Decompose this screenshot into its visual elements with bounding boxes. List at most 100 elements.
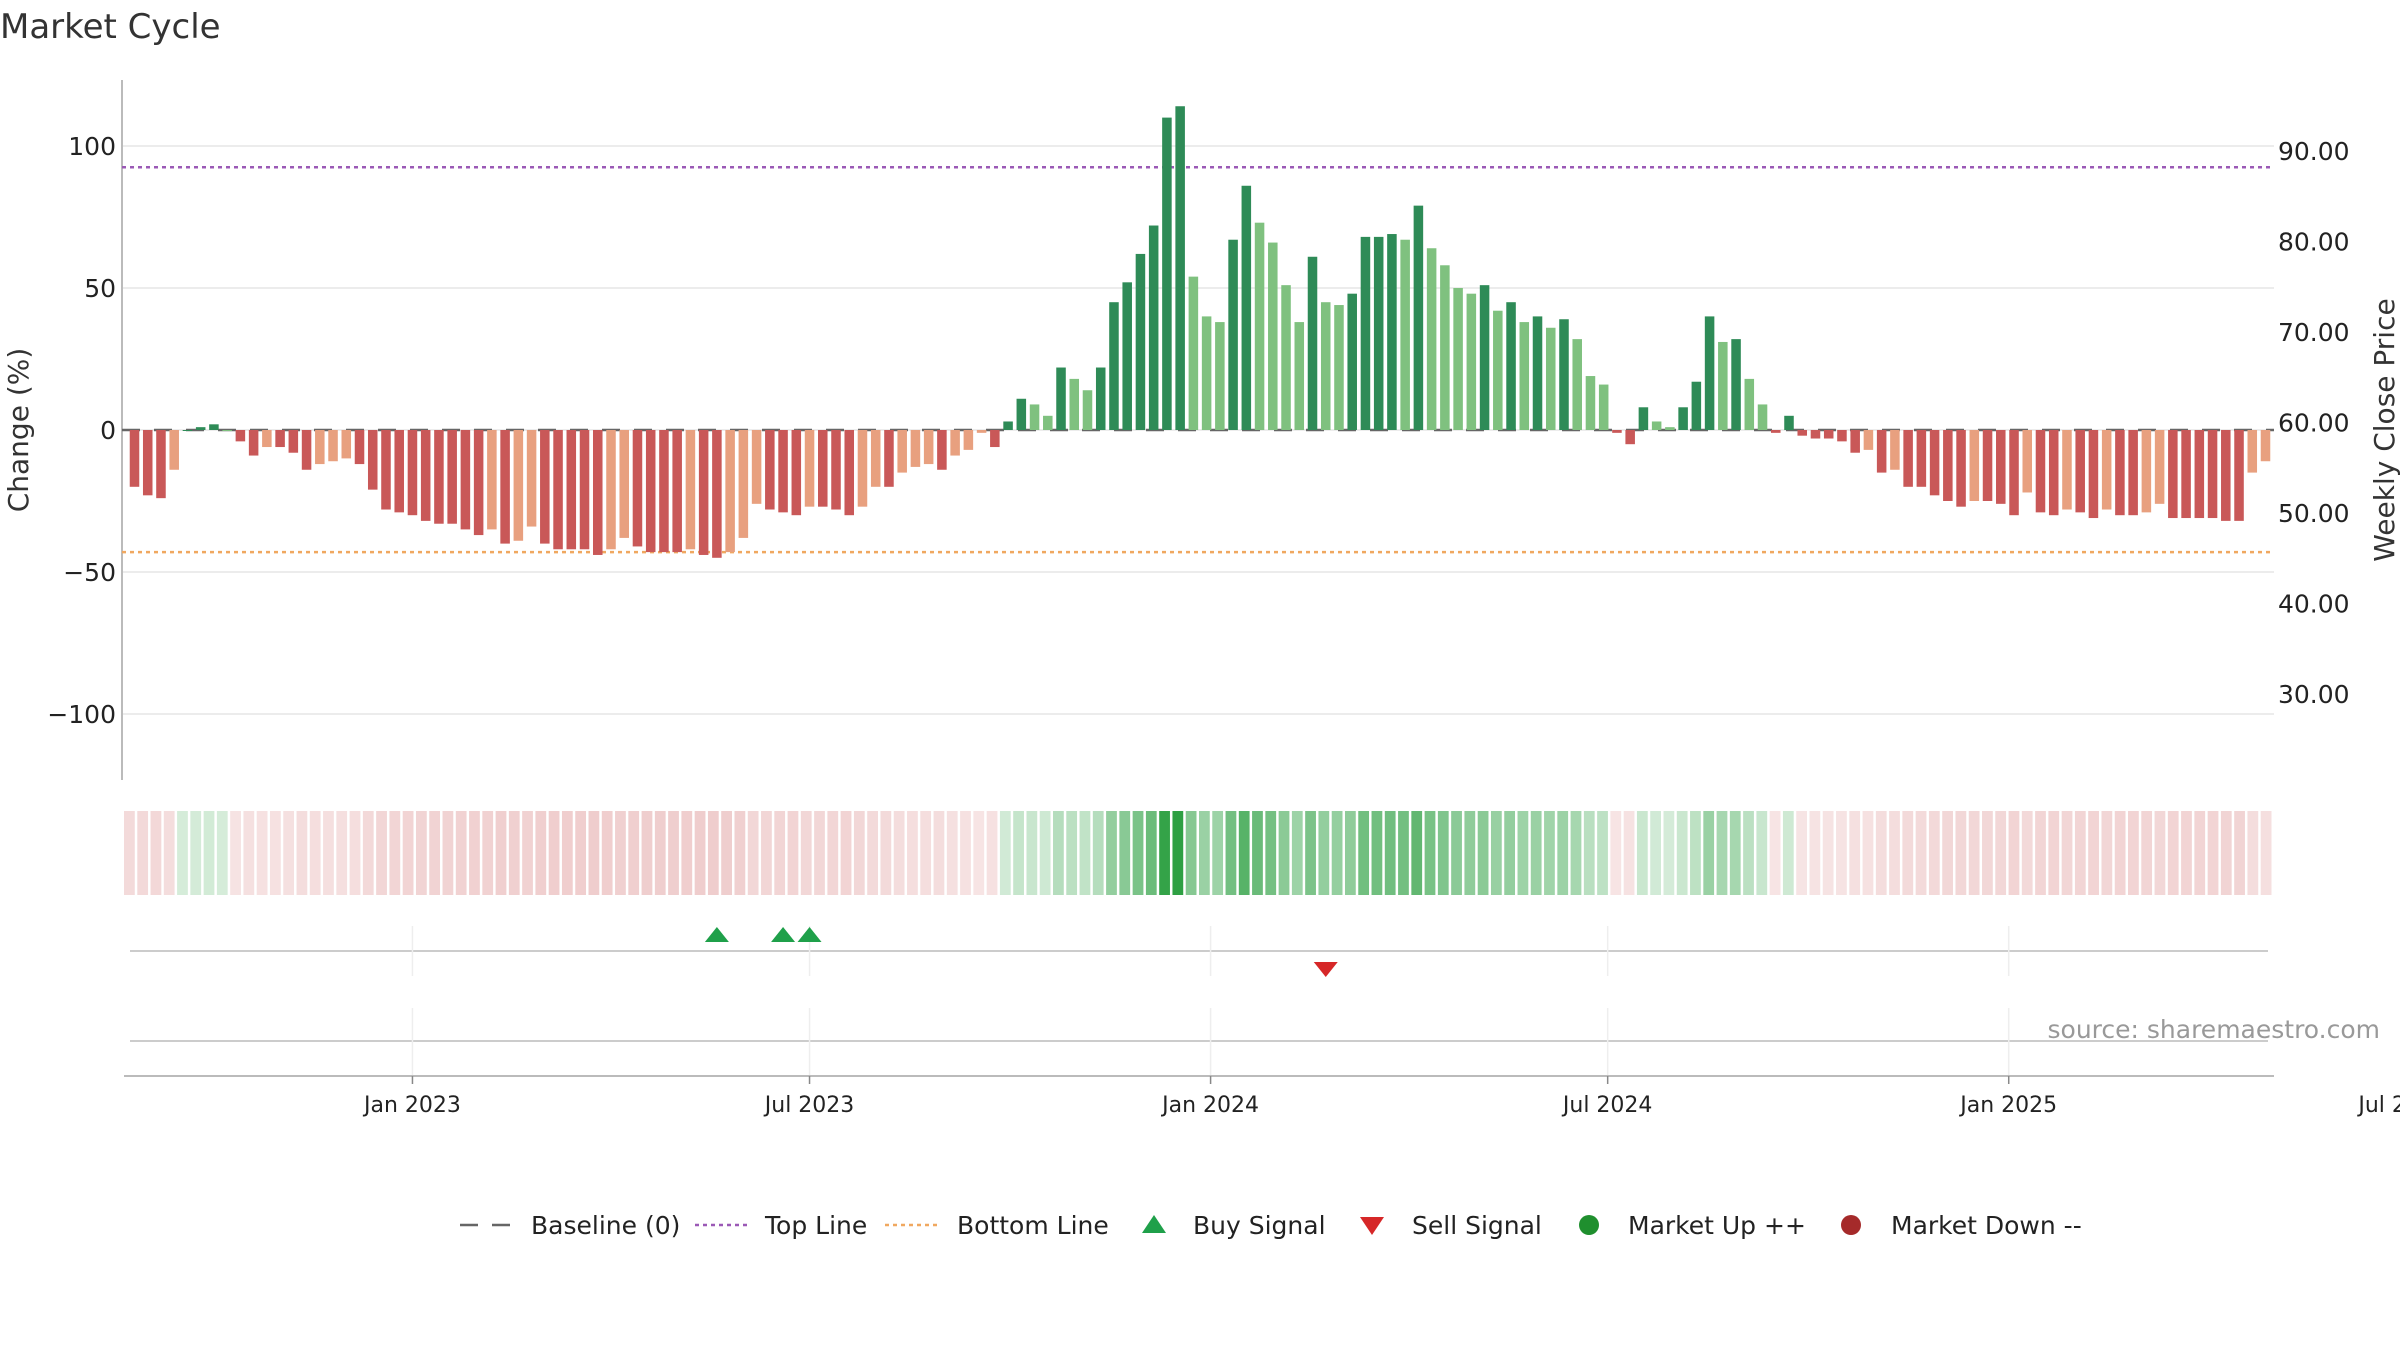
bar: [1704, 316, 1715, 430]
bar: [2088, 430, 2099, 519]
bar: [1228, 239, 1238, 430]
bar: [2048, 430, 2059, 516]
bar: [950, 430, 960, 456]
legend-label: Top Line: [764, 1211, 867, 1240]
heatmap-cell: [1053, 811, 1064, 895]
bar: [315, 430, 325, 465]
bar: [1029, 404, 1040, 430]
bar: [222, 430, 232, 431]
heatmap-cell: [1318, 811, 1330, 895]
heatmap-cell: [522, 811, 533, 895]
bar: [672, 430, 682, 553]
bar: [1387, 234, 1397, 430]
bar: [1545, 327, 1556, 430]
bar: [1056, 367, 1066, 430]
bar: [1281, 285, 1291, 430]
bar: [751, 430, 762, 504]
bar: [844, 430, 855, 516]
heatmap-cell: [1928, 811, 1940, 895]
bar: [1400, 239, 1410, 430]
bar: [367, 430, 378, 490]
bar: [1095, 367, 1106, 430]
bar: [540, 430, 550, 544]
heatmap-cell: [402, 811, 414, 895]
buy-signal-marker: [797, 927, 822, 942]
bar: [1797, 430, 1808, 436]
heatmap-cell: [1875, 811, 1887, 895]
bar: [1320, 302, 1331, 430]
heatmap-cell: [1291, 811, 1303, 895]
buy-signal-marker: [771, 927, 796, 942]
bar: [1625, 430, 1635, 445]
bar: [182, 430, 193, 431]
heatmap-cell: [668, 811, 679, 895]
heatmap-cell: [2247, 811, 2259, 895]
bar: [513, 430, 524, 541]
heatmap-cell: [1942, 811, 1953, 895]
bar: [2115, 430, 2125, 516]
heatmap-cell: [2101, 811, 2113, 895]
heatmap-cell: [1517, 811, 1529, 895]
heatmap-cell: [1544, 811, 1555, 895]
heatmap-cell: [986, 811, 998, 895]
bar: [738, 430, 749, 538]
heatmap-cell: [2167, 811, 2179, 895]
bar: [1519, 322, 1530, 430]
bar: [1479, 285, 1490, 430]
bar: [857, 430, 868, 507]
bar: [1916, 430, 1927, 487]
heatmap-cell: [1822, 811, 1834, 895]
bar: [937, 430, 947, 470]
heatmap-cell: [734, 811, 746, 895]
legend-label: Baseline (0): [531, 1211, 680, 1240]
bar: [526, 430, 537, 527]
heatmap-cell: [2114, 811, 2126, 895]
bar: [328, 430, 338, 462]
heatmap-cell: [1026, 811, 1038, 895]
bar: [1929, 430, 1940, 496]
bar: [2101, 430, 2112, 510]
heatmap-cell: [442, 811, 454, 895]
bar: [1347, 293, 1357, 430]
bar: [685, 430, 696, 550]
heatmap-cell: [1610, 811, 1622, 895]
bar: [1082, 390, 1093, 430]
bar: [1453, 288, 1463, 430]
legend-label: Bottom Line: [957, 1211, 1109, 1240]
heatmap-cell: [1530, 811, 1542, 895]
right-y-axis-label: Weekly Close Price: [2368, 298, 2400, 561]
heatmap-cell: [1995, 811, 2007, 895]
bar: [831, 430, 841, 510]
heatmap-strip: [124, 811, 2272, 895]
heatmap-cell: [2260, 811, 2272, 895]
heatmap-cell: [973, 811, 985, 895]
heatmap-cell: [2154, 811, 2166, 895]
x-tick-label: Jul 2025: [2356, 1093, 2400, 1118]
heatmap-cell: [827, 811, 839, 895]
heatmap-cell: [1451, 811, 1462, 895]
heatmap-cell: [216, 811, 228, 895]
heatmap-cell: [1079, 811, 1091, 895]
bar: [1493, 310, 1503, 430]
right-y-tick-label: 50.00: [2278, 499, 2350, 528]
bar: [1982, 430, 1993, 501]
heatmap-cell: [1106, 811, 1117, 895]
bar: [1426, 248, 1437, 430]
heatmap-cell: [283, 811, 295, 895]
bar: [606, 430, 616, 550]
heatmap-cell: [867, 811, 878, 895]
heatmap-cell: [774, 811, 786, 895]
bar: [2168, 430, 2178, 519]
bars: [129, 106, 2271, 558]
bar: [1069, 378, 1080, 430]
signal-panel: [130, 926, 2268, 1076]
bar: [1665, 427, 1675, 430]
heatmap-cell: [1862, 811, 1874, 895]
right-y-tick-label: 60.00: [2278, 409, 2350, 438]
heatmap-cell: [1729, 811, 1741, 895]
heatmap-cell: [309, 811, 321, 895]
heatmap-cell: [588, 811, 600, 895]
bar: [487, 430, 497, 530]
heatmap-cell: [1119, 811, 1131, 895]
